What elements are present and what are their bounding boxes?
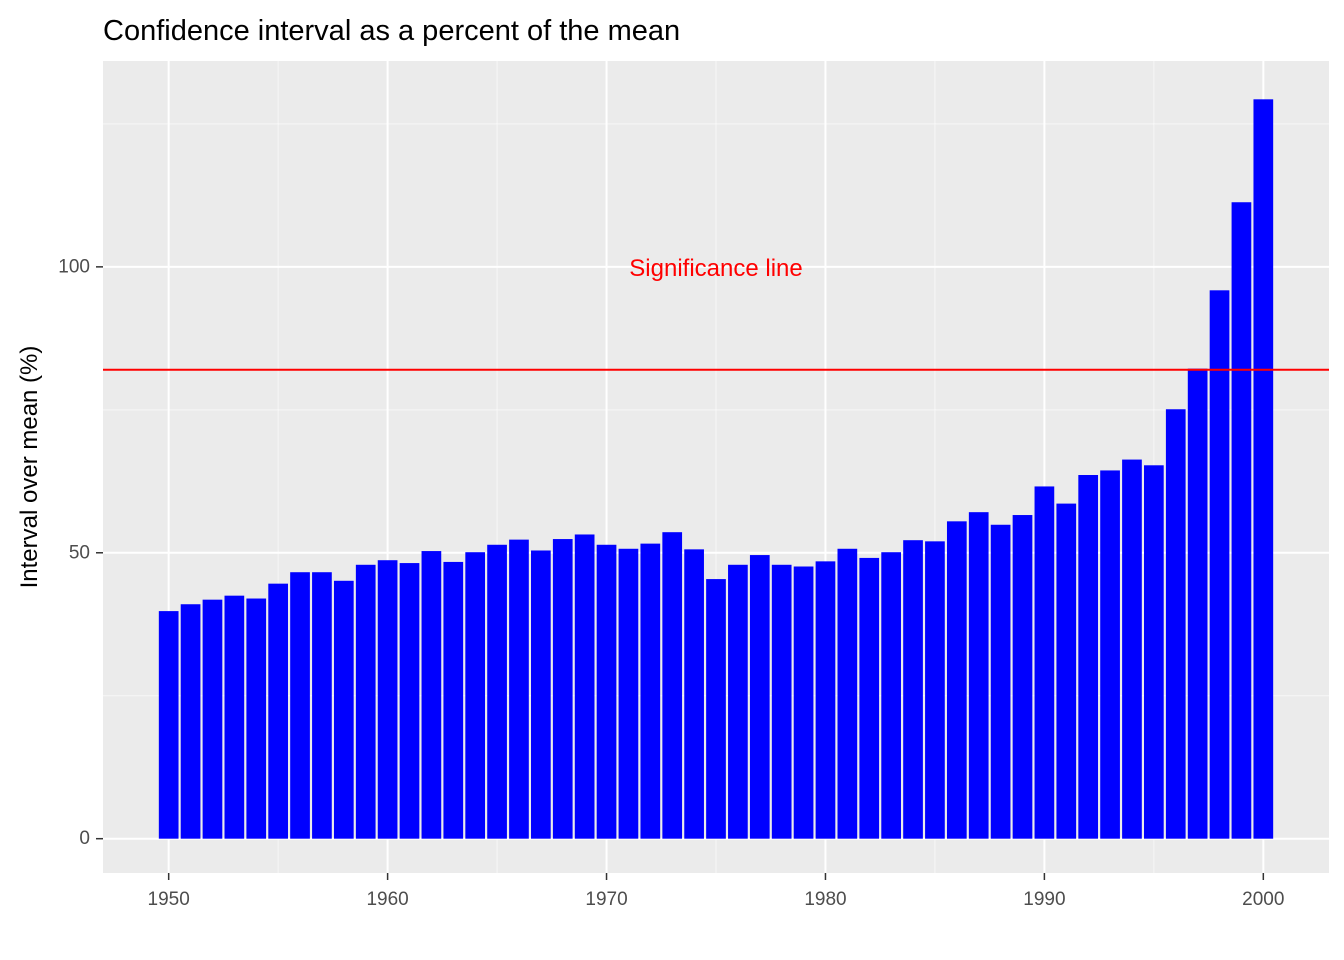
bar-1968 <box>552 539 573 839</box>
bar-1954 <box>246 598 267 839</box>
bar-1981 <box>837 548 858 839</box>
bar-1957 <box>312 572 332 839</box>
bar-1950 <box>158 611 179 839</box>
bar-1992 <box>1078 475 1099 839</box>
bar-1986 <box>946 521 967 839</box>
bar-1976 <box>728 564 748 839</box>
bar-1960 <box>377 560 398 839</box>
bar-1965 <box>487 544 507 839</box>
bar-2000 <box>1253 99 1274 839</box>
bar-1978 <box>771 564 792 839</box>
bar-1979 <box>793 566 814 839</box>
bar-1980 <box>815 561 836 839</box>
bar-1989 <box>1012 515 1033 839</box>
bar-1959 <box>355 564 376 839</box>
bar-1996 <box>1165 409 1186 839</box>
bar-1953 <box>224 595 245 839</box>
bar-1956 <box>290 572 310 839</box>
bar-1994 <box>1122 459 1142 839</box>
bar-1987 <box>968 512 989 839</box>
x-tick-label: 1980 <box>804 889 846 910</box>
y-axis-title: Interval over mean (%) <box>16 346 43 589</box>
bar-1974 <box>684 549 704 839</box>
bar-1998 <box>1209 290 1230 839</box>
bar-1997 <box>1187 368 1208 839</box>
x-tick-label: 1960 <box>366 889 408 910</box>
annotation-group: Significance line <box>629 255 802 282</box>
bar-1983 <box>881 552 901 839</box>
bar-1952 <box>202 599 223 839</box>
bar-1977 <box>749 555 770 839</box>
y-tick-label: 0 <box>79 828 90 849</box>
bar-1966 <box>509 539 529 839</box>
bar-1951 <box>180 604 201 839</box>
bar-1962 <box>421 551 442 839</box>
bar-1971 <box>618 548 639 839</box>
bar-1975 <box>706 579 726 839</box>
bar-1967 <box>531 550 551 839</box>
x-tick-label: 1970 <box>585 889 627 910</box>
x-axis: 1950 1960 1970 1980 1990 2000 <box>148 873 1284 910</box>
bar-1972 <box>640 543 661 839</box>
x-tick-label: 2000 <box>1242 889 1284 910</box>
x-tick-label: 1990 <box>1023 889 1065 910</box>
chart-title: Confidence interval as a percent of the … <box>103 15 680 47</box>
bar-1969 <box>574 534 595 839</box>
bar-1964 <box>465 552 486 839</box>
y-axis: 0 50 100 <box>58 256 103 849</box>
y-tick-label: 100 <box>58 256 90 277</box>
bar-1999 <box>1231 202 1252 839</box>
bar-1961 <box>399 563 420 839</box>
bar-1963 <box>443 561 464 839</box>
bar-1955 <box>268 583 288 839</box>
bar-1973 <box>662 532 683 839</box>
bar-1982 <box>859 557 880 839</box>
bar-1984 <box>903 540 923 839</box>
bar-1988 <box>990 524 1011 839</box>
bar-1990 <box>1034 486 1055 839</box>
bar-1995 <box>1144 465 1164 839</box>
bar-1991 <box>1056 503 1077 839</box>
bar-1993 <box>1100 470 1120 839</box>
x-tick-label: 1950 <box>148 889 190 910</box>
bar-1970 <box>596 544 617 839</box>
y-tick-label: 50 <box>69 542 90 563</box>
significance-line-label: Significance line <box>629 255 802 282</box>
bar-series <box>158 99 1274 839</box>
bar-1958 <box>333 580 354 839</box>
bar-1985 <box>925 541 945 839</box>
